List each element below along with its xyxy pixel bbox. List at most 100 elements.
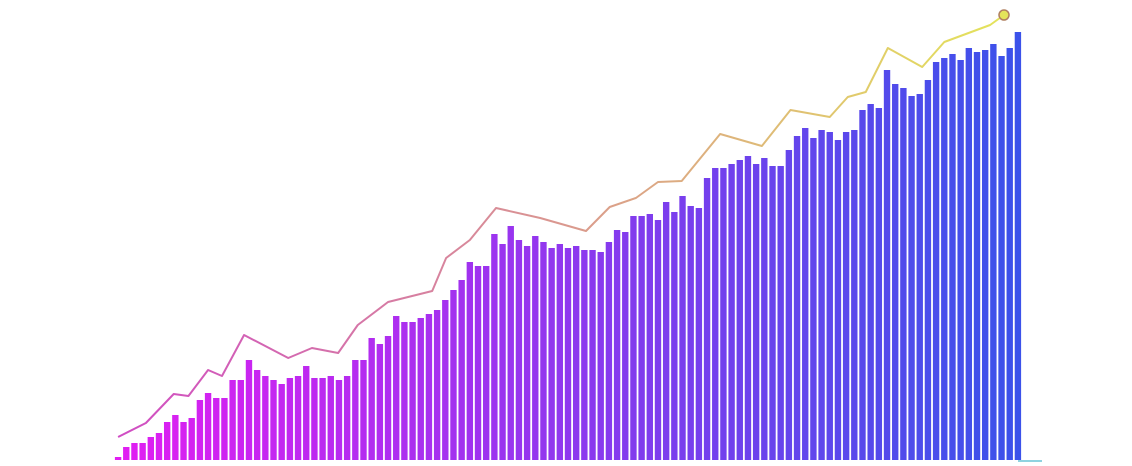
bar	[1014, 32, 1022, 460]
bar	[671, 212, 678, 460]
bar	[245, 360, 253, 460]
bar	[213, 398, 220, 460]
bar	[564, 248, 572, 460]
bar	[957, 60, 964, 460]
bar	[842, 132, 850, 460]
bar	[442, 300, 449, 460]
bar	[491, 234, 498, 460]
bar	[622, 232, 629, 460]
bar	[286, 378, 294, 460]
bar	[123, 447, 130, 460]
bar	[384, 336, 392, 460]
bar	[892, 84, 899, 460]
bar	[859, 110, 866, 460]
bar	[703, 178, 711, 460]
bar	[270, 380, 277, 460]
bar	[826, 132, 833, 460]
bar	[425, 314, 433, 460]
bar	[556, 244, 564, 460]
bar	[507, 226, 514, 460]
bar	[965, 48, 973, 460]
bar	[630, 216, 637, 460]
bar	[540, 242, 547, 460]
bar	[131, 443, 138, 460]
bar	[941, 58, 948, 460]
bar	[589, 250, 596, 460]
bar	[262, 376, 269, 460]
bar	[695, 208, 703, 460]
bar	[818, 130, 825, 460]
bar	[769, 166, 776, 460]
bar	[303, 366, 310, 460]
bar	[932, 62, 940, 460]
bar	[278, 384, 285, 460]
bar	[654, 220, 662, 460]
bar	[139, 443, 146, 460]
bar	[433, 310, 441, 460]
bar	[253, 370, 261, 460]
bar	[662, 202, 670, 460]
bar	[409, 322, 416, 460]
bar	[900, 88, 907, 460]
bar	[163, 422, 171, 460]
bar	[352, 360, 359, 460]
bar	[851, 130, 858, 460]
bar	[548, 248, 555, 460]
bar	[638, 216, 645, 460]
bar	[646, 214, 653, 460]
bar	[916, 94, 923, 460]
bar	[237, 380, 244, 460]
bar	[474, 266, 482, 460]
bar	[785, 150, 793, 460]
bar	[1006, 48, 1013, 460]
bar	[720, 168, 727, 460]
bar	[523, 246, 531, 460]
bar	[335, 380, 343, 460]
bar	[752, 164, 760, 460]
bar	[736, 160, 743, 460]
bar	[802, 128, 809, 460]
bar	[417, 318, 424, 460]
bar	[744, 156, 752, 460]
bar	[483, 266, 490, 460]
bar	[949, 54, 956, 460]
bar	[466, 262, 474, 460]
bar	[458, 280, 465, 460]
bar	[114, 457, 122, 460]
trend-line	[117, 14, 1005, 438]
bar	[360, 360, 367, 460]
bar	[515, 240, 523, 460]
bar	[196, 400, 204, 460]
bar	[155, 433, 163, 460]
bar	[172, 415, 179, 460]
bar	[908, 96, 915, 460]
bar	[867, 104, 874, 460]
bar	[401, 322, 408, 460]
bar	[221, 398, 228, 460]
bar	[572, 246, 580, 460]
bar	[204, 393, 212, 460]
bar	[294, 376, 302, 460]
bar	[147, 437, 155, 460]
bar	[597, 252, 604, 460]
bar	[679, 196, 686, 460]
bar	[368, 338, 375, 460]
bar	[327, 376, 334, 460]
bar	[450, 290, 457, 460]
bar	[883, 70, 891, 460]
bar	[319, 378, 326, 460]
bar	[990, 44, 997, 460]
bar	[973, 52, 981, 460]
bar	[875, 108, 883, 460]
bar	[834, 140, 842, 460]
bar	[581, 250, 588, 460]
bar	[728, 164, 735, 460]
bar	[393, 316, 400, 460]
bar	[532, 236, 539, 460]
bar	[229, 380, 236, 460]
bar	[981, 50, 989, 460]
bar	[605, 242, 613, 460]
bar	[998, 56, 1005, 460]
bar	[712, 168, 719, 460]
